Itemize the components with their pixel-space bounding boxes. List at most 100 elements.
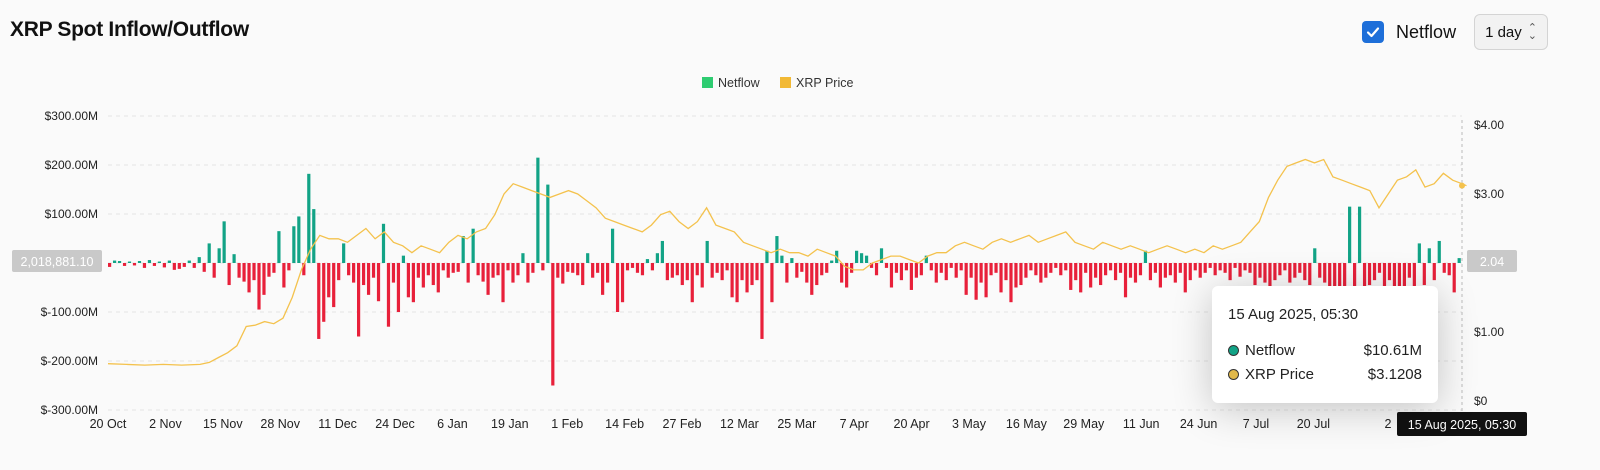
- netflow-bar: [227, 263, 231, 286]
- netflow-bar: [1238, 263, 1242, 277]
- netflow-bar: [1173, 263, 1177, 283]
- netflow-bar: [122, 263, 127, 266]
- netflow-bar: [984, 263, 988, 298]
- tooltip-date: 15 Aug 2025, 05:30: [1228, 306, 1359, 323]
- netflow-bar: [710, 263, 714, 278]
- y-left-tick-label: $100.00M: [45, 207, 98, 221]
- netflow-bar: [1293, 263, 1297, 278]
- netflow-bar: [1308, 263, 1312, 286]
- interval-value: 1 day: [1485, 23, 1522, 41]
- netflow-bar: [1034, 263, 1038, 276]
- netflow-bar: [760, 263, 764, 339]
- netflow-bar: [1153, 263, 1157, 273]
- netflow-bar: [1193, 263, 1197, 271]
- netflow-bar: [1128, 263, 1133, 278]
- netflow-bar: [1054, 263, 1058, 268]
- netflow-bar: [894, 263, 899, 273]
- netflow-bar: [1024, 263, 1028, 278]
- netflow-bar: [855, 250, 859, 263]
- netflow-bar: [1009, 263, 1013, 303]
- x-tick-label: 6 Jan: [437, 417, 468, 431]
- netflow-bar: [1248, 263, 1252, 273]
- netflow-bar: [635, 263, 640, 273]
- netflow-bar: [1039, 263, 1043, 283]
- checkmark-icon: [1366, 27, 1380, 38]
- netflow-bar: [486, 263, 490, 295]
- netflow-bar: [1233, 263, 1237, 268]
- netflow-bar: [874, 263, 879, 276]
- netflow-bar: [177, 263, 181, 269]
- netflow-bar: [117, 261, 122, 263]
- netflow-bar: [825, 263, 829, 273]
- netflow-bar: [1069, 263, 1073, 290]
- netflow-bar: [695, 263, 699, 276]
- netflow-bar: [1223, 263, 1227, 273]
- netflow-bar: [999, 263, 1003, 293]
- tooltip-netflow-label: Netflow: [1245, 342, 1296, 359]
- netflow-bar: [1313, 248, 1317, 263]
- netflow-bar: [352, 263, 356, 283]
- netflow-bar: [1108, 263, 1113, 271]
- x-tick-label: 7 Jul: [1243, 417, 1269, 431]
- netflow-bar: [1094, 263, 1098, 278]
- netflow-bar: [1213, 263, 1217, 276]
- x-tick-label: 3 May: [952, 417, 987, 431]
- netflow-bar: [1268, 263, 1272, 290]
- netflow-bar: [775, 236, 779, 263]
- x-tick-label: 25 Mar: [777, 417, 816, 431]
- netflow-bar: [765, 250, 769, 263]
- netflow-bar: [1382, 263, 1387, 288]
- netflow-bar: [446, 263, 450, 278]
- netflow-bar: [840, 263, 844, 283]
- netflow-bar: [645, 259, 650, 263]
- netflow-bar: [1387, 263, 1392, 281]
- netflow-bar: [1158, 263, 1162, 288]
- netflow-bar: [371, 263, 376, 278]
- netflow-bar: [376, 263, 381, 302]
- netflow-bar: [162, 263, 166, 268]
- netflow-bar: [939, 263, 943, 273]
- netflow-bar: [536, 157, 540, 263]
- netflow-bar: [740, 263, 744, 281]
- netflow-bar: [511, 263, 515, 283]
- netflow-bar: [1188, 263, 1192, 281]
- netflow-bar: [252, 263, 256, 281]
- netflow-bar: [202, 263, 206, 272]
- x-tick-label: 16 May: [1006, 417, 1048, 431]
- x-tick-label: 11 Jun: [1123, 417, 1160, 431]
- netflow-bar: [237, 263, 241, 278]
- netflow-bar: [884, 263, 889, 268]
- netflow-bar: [556, 263, 560, 278]
- netflow-bar: [899, 263, 904, 281]
- netflow-bar: [222, 221, 226, 263]
- cursor-price-point: [1459, 182, 1465, 189]
- tooltip-netflow-row: Netflow $10.61M: [1228, 342, 1422, 359]
- netflow-bar: [466, 263, 470, 283]
- y-right-tick-label: $0: [1474, 394, 1488, 408]
- netflow-checkbox[interactable]: [1362, 21, 1385, 43]
- netflow-bar: [625, 263, 630, 271]
- netflow-bar: [431, 263, 435, 286]
- netflow-bar: [830, 260, 834, 263]
- netflow-bar: [660, 240, 664, 263]
- netflow-bar: [182, 263, 186, 267]
- netflow-bar: [1402, 263, 1406, 298]
- netflow-bar: [859, 253, 864, 263]
- netflow-bar: [1143, 250, 1148, 263]
- netflow-bar: [357, 263, 361, 337]
- netflow-bar: [147, 260, 152, 263]
- netflow-bar: [127, 261, 132, 263]
- netflow-bar: [606, 263, 610, 283]
- netflow-bar: [725, 263, 729, 271]
- netflow-bar: [302, 263, 306, 276]
- x-tick-label: 7 Apr: [840, 417, 869, 431]
- netflow-bar: [242, 263, 246, 282]
- cursor-right-label-bg: [1467, 250, 1517, 272]
- netflow-bar: [1168, 263, 1172, 276]
- netflow-bar: [257, 263, 261, 310]
- interval-select[interactable]: 1 day ⌃ ⌄: [1474, 14, 1548, 50]
- netflow-bar: [700, 263, 704, 288]
- netflow-checkbox-label[interactable]: Netflow: [1396, 21, 1457, 42]
- netflow-bar: [1348, 206, 1352, 263]
